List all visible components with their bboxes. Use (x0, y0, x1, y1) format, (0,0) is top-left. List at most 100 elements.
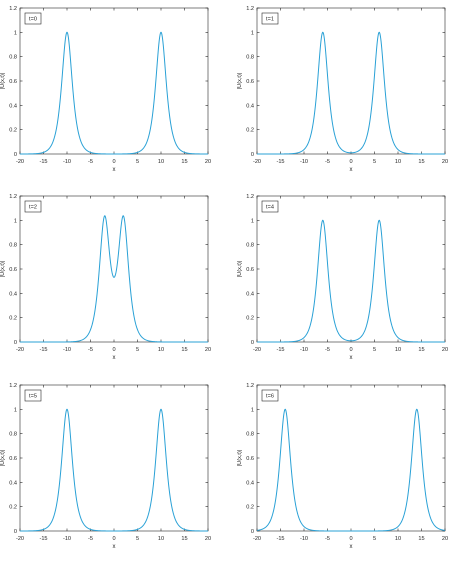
x-tick-label: 0 (349, 159, 352, 165)
series-line (20, 215, 208, 343)
series-line (256, 408, 446, 532)
x-tick-label: 0 (112, 159, 115, 165)
y-tick-label: 0.8 (246, 243, 254, 249)
time-label: t=5 (29, 394, 37, 400)
time-label: t=2 (29, 205, 37, 211)
x-tick-label: 15 (418, 536, 424, 542)
y-tick-label: 1 (14, 407, 17, 413)
y-tick-label: 1 (14, 218, 17, 224)
x-tick-label: 10 (395, 347, 401, 353)
chart-panel-1: -20 -15 -10 -5 0 5 10 15 20 0 0.2 0.4 0.6 0.8 1 1.2 x |U(… (0, 6, 211, 173)
x-tick-label: -5 (325, 347, 330, 353)
y-tick-label: 0 (14, 529, 17, 535)
x-axis-label: x (113, 355, 116, 361)
x-tick-label: 5 (136, 536, 139, 542)
time-label-box (24, 389, 42, 402)
y-tick-label: 0.4 (246, 291, 254, 297)
x-tick-label: 20 (442, 347, 448, 353)
x-tick-label: -5 (325, 536, 330, 542)
y-tick-label: 1 (251, 218, 254, 224)
y-tick-label: 1.2 (246, 383, 254, 389)
x-tick-label: -10 (63, 347, 71, 353)
y-axis-label: |U(x,t)| (237, 450, 243, 467)
series-line (20, 31, 208, 155)
y-tick-label: 0.2 (9, 316, 17, 322)
time-label-box (261, 12, 279, 25)
axes-box (256, 195, 446, 343)
x-tick-label: 5 (136, 347, 139, 353)
y-tick-label: 1.2 (246, 6, 254, 12)
x-tick-label: 5 (373, 347, 376, 353)
y-tick-label: 0.2 (246, 505, 254, 511)
x-tick-label: 10 (158, 159, 164, 165)
y-tick-label: 0.4 (246, 103, 254, 109)
x-tick-label: -10 (300, 347, 308, 353)
x-tick-label: -10 (300, 536, 308, 542)
y-tick-label: 0.6 (9, 267, 17, 273)
x-tick-label: -5 (88, 536, 93, 542)
x-tick-label: -15 (276, 159, 284, 165)
y-tick-label: 0 (14, 340, 17, 346)
chart-panel-3: -20 -15 -10 -5 0 5 10 15 20 0 0.2 0.4 0.6 0.8 1 1.2 x |U(… (0, 194, 211, 361)
x-tick-label: -10 (300, 159, 308, 165)
time-label-box (261, 389, 279, 402)
y-tick-label: 1 (14, 30, 17, 36)
y-axis-label: |U(x,t)| (0, 73, 6, 90)
y-axis-label: |U(x,t)| (0, 261, 6, 278)
x-tick-label: 0 (349, 536, 352, 542)
y-tick-label: 1 (251, 407, 254, 413)
y-tick-label: 0 (251, 152, 254, 158)
x-tick-label: 10 (395, 159, 401, 165)
x-tick-label: 20 (442, 536, 448, 542)
axes-box (256, 7, 446, 155)
x-tick-label: 15 (181, 347, 187, 353)
y-tick-label: 0 (251, 529, 254, 535)
x-tick-label: 20 (205, 159, 211, 165)
x-tick-label: 10 (158, 536, 164, 542)
x-tick-label: 15 (181, 536, 187, 542)
time-label-box (24, 200, 42, 213)
x-tick-label: -20 (16, 347, 24, 353)
chart-panel-6: -20 -15 -10 -5 0 5 10 15 20 0 0.2 0.4 0.6 0.8 1 1.2 x |U(… (237, 383, 448, 550)
y-tick-label: 0.6 (246, 267, 254, 273)
time-label: t=1 (266, 17, 274, 23)
y-tick-label: 0.8 (9, 243, 17, 249)
x-tick-label: 20 (205, 347, 211, 353)
x-tick-label: -5 (325, 159, 330, 165)
x-axis-label: x (350, 167, 353, 173)
y-tick-label: 0.6 (9, 456, 17, 462)
y-tick-label: 1 (251, 30, 254, 36)
x-tick-label: -15 (39, 159, 47, 165)
x-axis-label: x (113, 544, 116, 550)
y-tick-label: 0.2 (246, 128, 254, 134)
time-label: t=0 (29, 17, 37, 23)
x-tick-label: -20 (16, 159, 24, 165)
x-tick-label: -15 (276, 536, 284, 542)
x-tick-label: -10 (63, 536, 71, 542)
y-axis-label: |U(x,t)| (237, 261, 243, 278)
y-tick-label: 0.8 (246, 55, 254, 61)
x-tick-label: -5 (88, 347, 93, 353)
y-tick-label: 0.8 (246, 432, 254, 438)
series-line (257, 219, 445, 343)
x-tick-label: 20 (205, 536, 211, 542)
x-tick-label: 10 (158, 347, 164, 353)
y-tick-label: 0.4 (9, 103, 17, 109)
x-tick-label: -20 (253, 347, 261, 353)
time-label: t=6 (266, 394, 274, 400)
y-tick-label: 0.2 (9, 505, 17, 511)
x-tick-label: -15 (39, 536, 47, 542)
y-tick-label: 1.2 (9, 6, 17, 12)
x-tick-label: 0 (112, 347, 115, 353)
series-line (20, 408, 208, 532)
y-tick-label: 0.6 (246, 456, 254, 462)
x-axis-label: x (350, 544, 353, 550)
x-tick-label: 10 (395, 536, 401, 542)
axes-box (19, 384, 209, 532)
y-tick-label: 0.4 (9, 480, 17, 486)
time-label: t=4 (266, 205, 274, 211)
y-axis-label: |U(x,t)| (237, 73, 243, 90)
y-tick-label: 1.2 (9, 383, 17, 389)
y-tick-label: 0.8 (9, 55, 17, 61)
